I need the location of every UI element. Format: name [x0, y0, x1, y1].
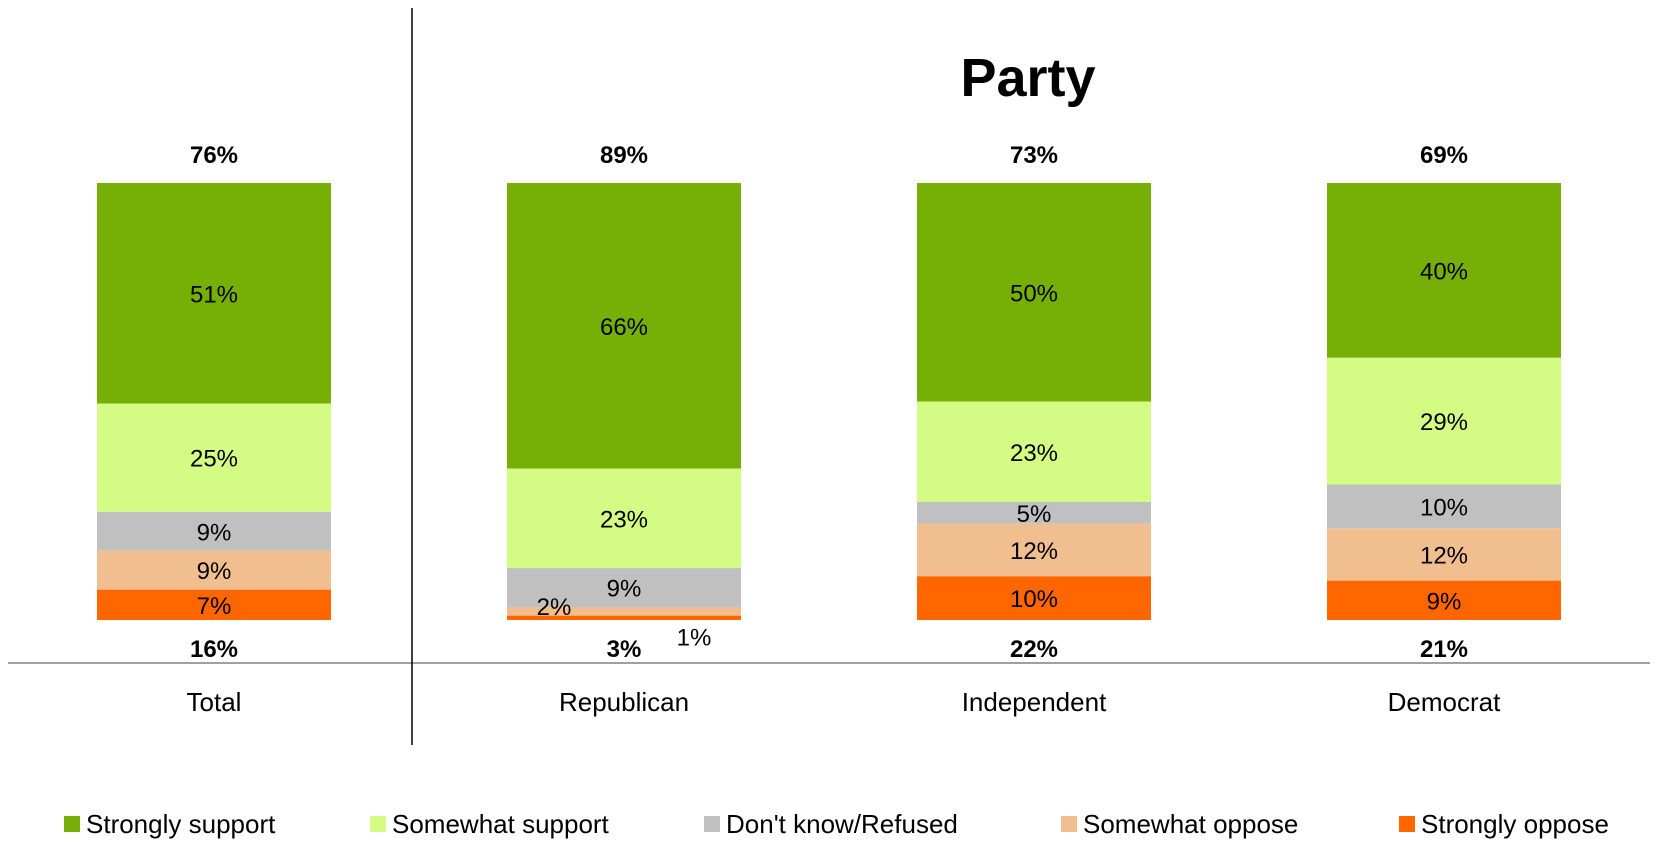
support-total-label: 76% [190, 142, 238, 169]
legend-label: Somewhat oppose [1083, 809, 1298, 839]
bar-segment [507, 183, 741, 469]
segment-label: 50% [1010, 280, 1058, 307]
segment-label: 25% [190, 446, 238, 473]
segment-label: 10% [1420, 494, 1468, 521]
bar-segment [507, 468, 741, 569]
bars: 51%25%9%9%7%76%16%Total66%23%9%2%1%89%3%… [97, 142, 1561, 717]
legend-swatch [704, 816, 720, 832]
support-total-label: 89% [600, 142, 648, 169]
legend-label: Somewhat support [392, 809, 610, 839]
category-label: Independent [962, 687, 1107, 717]
bar-segment [917, 576, 1151, 620]
segment-label: 51% [190, 281, 238, 308]
oppose-total-label: 21% [1420, 636, 1468, 663]
legend-swatch [370, 816, 386, 832]
category-label: Total [187, 687, 242, 717]
segment-label: 10% [1010, 586, 1058, 613]
segment-label: 9% [607, 576, 642, 603]
segment-label: 1% [677, 625, 712, 652]
bar-segment [917, 183, 1151, 402]
oppose-total-label: 3% [607, 636, 642, 663]
legend-label: Strongly oppose [1421, 809, 1609, 839]
bar-segment [507, 568, 741, 608]
bar-segment [97, 550, 331, 590]
legend-swatch [1061, 816, 1077, 832]
segment-label: 9% [1427, 588, 1462, 615]
segment-label: 7% [197, 593, 232, 620]
bar-segment [1327, 528, 1561, 581]
bar-segment [97, 589, 331, 620]
bar-segment [917, 401, 1151, 503]
bar-segment [97, 511, 331, 551]
segment-label: 9% [197, 558, 232, 585]
legend-label: Strongly support [86, 809, 276, 839]
oppose-total-label: 16% [190, 636, 238, 663]
segment-label: 5% [1017, 501, 1052, 528]
bar-segment [507, 615, 741, 620]
segment-label: 12% [1010, 538, 1058, 565]
legend-swatch [64, 816, 80, 832]
oppose-total-label: 22% [1010, 636, 1058, 663]
legend-swatch [1399, 816, 1415, 832]
bar-segment [97, 403, 331, 512]
chart-title: Party [960, 48, 1095, 108]
legend-label: Don't know/Refused [726, 809, 958, 839]
segment-label: 40% [1420, 258, 1468, 285]
category-label: Republican [559, 687, 689, 717]
bar-segment [917, 523, 1151, 577]
bar-segment [1327, 484, 1561, 529]
support-total-label: 69% [1420, 142, 1468, 169]
bar-segment [507, 607, 741, 616]
support-total-label: 73% [1010, 142, 1058, 169]
segment-label: 9% [197, 519, 232, 546]
bar-segment [97, 183, 331, 404]
segment-label: 66% [600, 314, 648, 341]
segment-label: 29% [1420, 409, 1468, 436]
segment-label: 23% [1010, 440, 1058, 467]
bar-segment [1327, 357, 1561, 485]
bar-segment [1327, 183, 1561, 358]
segment-label: 23% [600, 506, 648, 533]
segment-label: 12% [1420, 542, 1468, 569]
bar-segment [917, 502, 1151, 524]
bar-segment [1327, 580, 1561, 620]
category-label: Democrat [1388, 687, 1501, 717]
legend: Strongly support Somewhat support Don't kn… [64, 809, 1609, 839]
